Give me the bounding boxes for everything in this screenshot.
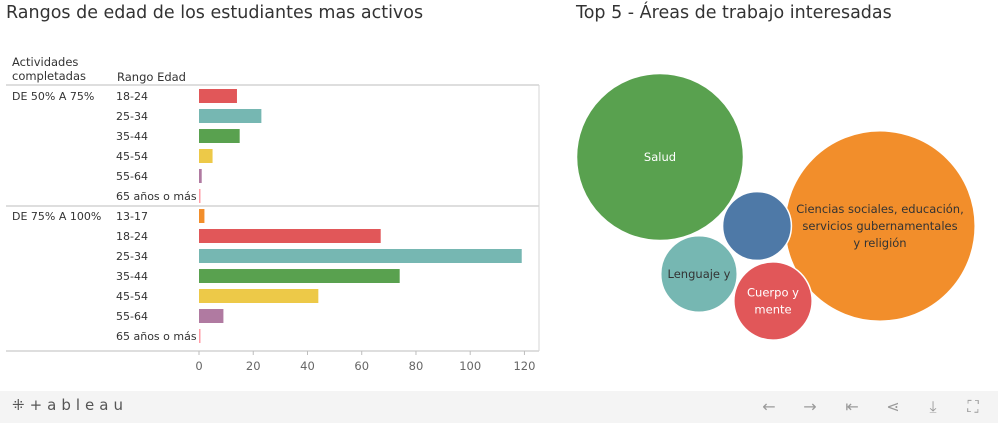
chart-title-right: Top 5 - Áreas de trabajo interesadas: [576, 3, 892, 23]
bar[interactable]: [199, 209, 205, 223]
bubble[interactable]: [659, 234, 739, 314]
category-label: 65 años o más: [116, 330, 197, 343]
bar[interactable]: [199, 109, 262, 123]
category-label: 55-64: [116, 310, 148, 323]
header-rango-edad: Rango Edad: [117, 70, 186, 84]
bubble-label: Salud: [644, 150, 676, 164]
x-tick-label: 60: [354, 359, 369, 373]
x-tick-label: 0: [195, 359, 202, 373]
bubble-label: mente: [754, 303, 791, 317]
category-label: 65 años o más: [116, 190, 197, 203]
logo-text: +ableau: [29, 396, 128, 414]
x-tick-label: 100: [459, 359, 481, 373]
footer-toolbar: ⁜+ableau ← → ⇤ ⋖ ⤓ ⛶: [0, 391, 998, 423]
bubble[interactable]: [721, 190, 793, 262]
bar[interactable]: [199, 289, 319, 303]
header-actividades: Actividades completadas: [12, 55, 87, 83]
bar[interactable]: [199, 269, 400, 283]
bar[interactable]: [199, 189, 201, 203]
bubble-label: y religión: [853, 236, 906, 250]
back-arrow-icon[interactable]: ←: [762, 397, 776, 416]
x-tick-label: 40: [300, 359, 315, 373]
bar[interactable]: [199, 169, 202, 183]
group-label: DE 50% A 75%: [12, 90, 94, 103]
share-icon[interactable]: ⋖: [886, 397, 900, 416]
bar[interactable]: [199, 129, 240, 143]
category-label: 13-17: [116, 210, 148, 223]
bubble[interactable]: [575, 72, 745, 242]
x-tick-label: 120: [513, 359, 535, 373]
bar[interactable]: [199, 89, 237, 103]
fullscreen-icon[interactable]: ⛶: [967, 397, 979, 416]
bar-chart: DE 50% A 75% 18-24 25-34 35-44 45-54 55-64 65 …: [6, 84, 540, 373]
bar[interactable]: [199, 309, 224, 323]
bar[interactable]: [199, 229, 381, 243]
bar[interactable]: [199, 249, 522, 263]
forward-arrow-icon[interactable]: →: [803, 397, 817, 416]
bubble-label: Ciencias sociales, educación,: [796, 202, 964, 216]
category-label: 25-34: [116, 250, 148, 263]
group-label: DE 75% A 100%: [12, 210, 101, 223]
bubble-label: Lenguaje y: [668, 267, 731, 281]
tableau-logo[interactable]: ⁜+ableau: [12, 396, 128, 414]
bubble-label: Cuerpo y: [747, 286, 799, 300]
category-label: 18-24: [116, 90, 148, 103]
logo-mark-icon: ⁜: [12, 396, 30, 414]
bar[interactable]: [199, 329, 201, 343]
category-label: 18-24: [116, 230, 148, 243]
bar[interactable]: [199, 149, 213, 163]
download-icon[interactable]: ⤓: [929, 397, 937, 416]
bubble-chart: Salud Ciencias sociales, educación, servic…: [575, 72, 976, 341]
category-label: 35-44: [116, 130, 148, 143]
chart-title-left: Rangos de edad de los estudiantes mas ac…: [6, 3, 424, 23]
bubble[interactable]: [733, 261, 813, 341]
category-label: 25-34: [116, 110, 148, 123]
bubble-label: servicios gubernamentales: [802, 219, 957, 233]
category-label: 45-54: [116, 290, 148, 303]
first-page-icon[interactable]: ⇤: [845, 397, 859, 416]
x-tick-label: 80: [409, 359, 424, 373]
category-label: 55-64: [116, 170, 148, 183]
category-label: 45-54: [116, 150, 148, 163]
x-tick-label: 20: [246, 359, 261, 373]
category-label: 35-44: [116, 270, 148, 283]
